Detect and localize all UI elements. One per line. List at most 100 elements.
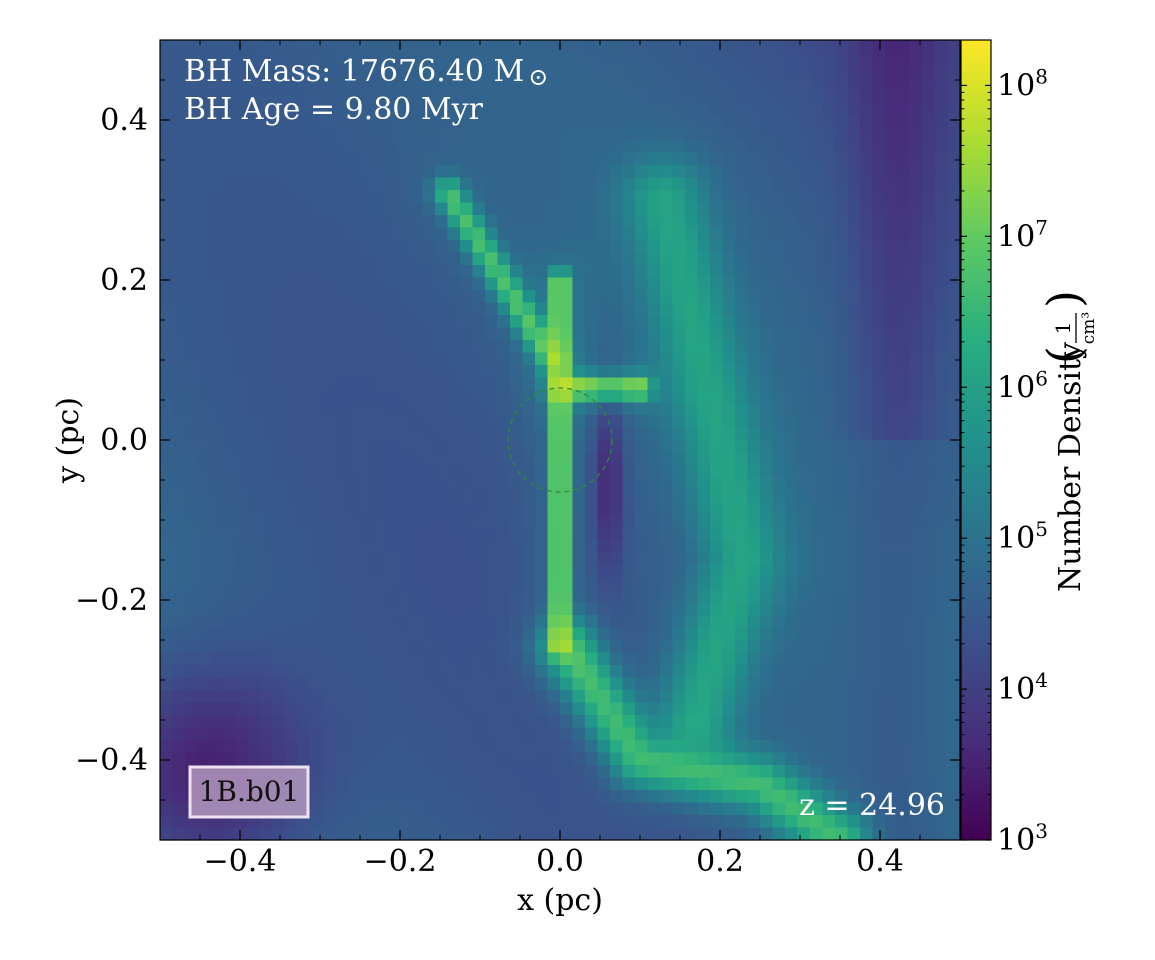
heatmap-cell (285, 415, 299, 429)
heatmap-cell (185, 465, 199, 479)
heatmap-cell (935, 627, 949, 641)
heatmap-cell (560, 165, 574, 179)
heatmap-cell (785, 227, 799, 241)
heatmap-cell (697, 465, 711, 479)
heatmap-cell (685, 127, 699, 141)
heatmap-cell (372, 427, 386, 441)
heatmap-cell (747, 765, 761, 779)
heatmap-cell (510, 252, 524, 266)
heatmap-cell (160, 552, 174, 566)
heatmap-cell (297, 115, 311, 129)
heatmap-cell (360, 227, 374, 241)
heatmap-cell (235, 152, 249, 166)
heatmap-cell (797, 452, 811, 466)
heatmap-cell (622, 552, 636, 566)
heatmap-cell (247, 652, 261, 666)
heatmap-cell (435, 490, 449, 504)
heatmap-cell (247, 190, 261, 204)
heatmap-cell (472, 227, 486, 241)
heatmap-cell (847, 802, 861, 816)
heatmap-cell (272, 415, 286, 429)
heatmap-cell (885, 240, 899, 254)
heatmap-cell (160, 277, 174, 291)
heatmap-cell (472, 627, 486, 641)
heatmap-cell (910, 140, 924, 154)
heatmap-cell (197, 277, 211, 291)
heatmap-cell (810, 265, 824, 279)
heatmap-cell (547, 465, 561, 479)
heatmap-cell (185, 627, 199, 641)
heatmap-cell (722, 652, 736, 666)
heatmap-cell (472, 90, 486, 104)
heatmap-cell (585, 615, 599, 629)
heatmap-cell (160, 815, 174, 829)
heatmap-cell (510, 815, 524, 829)
heatmap-cell (910, 415, 924, 429)
heatmap-cell (160, 827, 174, 841)
heatmap-cell (385, 327, 399, 341)
heatmap-cell (410, 527, 424, 541)
heatmap-cell (385, 477, 399, 491)
heatmap-cell (722, 515, 736, 529)
heatmap-cell (610, 115, 624, 129)
heatmap-cell (410, 77, 424, 91)
heatmap-cell (185, 490, 199, 504)
heatmap-cell (835, 740, 849, 754)
heatmap-cell (410, 727, 424, 741)
heatmap-cell (297, 227, 311, 241)
heatmap-cell (297, 327, 311, 341)
heatmap-cell (247, 665, 261, 679)
heatmap-cell (760, 615, 774, 629)
heatmap-cell (422, 477, 436, 491)
heatmap-cell (922, 715, 936, 729)
heatmap-cell (285, 240, 299, 254)
heatmap-cell (185, 727, 199, 741)
heatmap-cell (772, 202, 786, 216)
heatmap-cell (897, 715, 911, 729)
heatmap-cell (847, 65, 861, 79)
heatmap-cell (210, 202, 224, 216)
heatmap-cell (735, 202, 749, 216)
heatmap-cell (410, 777, 424, 791)
heatmap-cell (572, 315, 586, 329)
heatmap-cell (260, 190, 274, 204)
heatmap-cell (635, 415, 649, 429)
heatmap-cell (285, 565, 299, 579)
heatmap-cell (885, 540, 899, 554)
heatmap-cell (697, 102, 711, 116)
heatmap-cell (822, 152, 836, 166)
heatmap-cell (835, 340, 849, 354)
heatmap-cell (485, 802, 499, 816)
heatmap-cell (747, 515, 761, 529)
heatmap-cell (335, 302, 349, 316)
heatmap-cell (922, 565, 936, 579)
heatmap-cell (372, 127, 386, 141)
heatmap-cell (760, 290, 774, 304)
heatmap-cell (935, 640, 949, 654)
heatmap-cell (335, 277, 349, 291)
heatmap-cell (660, 815, 674, 829)
heatmap-cell (860, 765, 874, 779)
heatmap-cell (722, 140, 736, 154)
heatmap-cell (810, 590, 824, 604)
heatmap-cell (885, 52, 899, 66)
heatmap-cell (722, 52, 736, 66)
heatmap-cell (935, 527, 949, 541)
heatmap-cell (360, 640, 374, 654)
heatmap-cell (860, 315, 874, 329)
heatmap-cell (297, 340, 311, 354)
heatmap-cell (810, 827, 824, 841)
heatmap-cell (585, 377, 599, 391)
heatmap-cell (547, 565, 561, 579)
heatmap-cell (385, 802, 399, 816)
heatmap-cell (447, 465, 461, 479)
heatmap-cell (460, 802, 474, 816)
heatmap-cell (660, 102, 674, 116)
heatmap-cell (697, 702, 711, 716)
heatmap-cell (672, 740, 686, 754)
heatmap-cell (935, 790, 949, 804)
heatmap-cell (922, 327, 936, 341)
heatmap-cell (835, 352, 849, 366)
heatmap-cell (310, 827, 324, 841)
heatmap-cell (560, 590, 574, 604)
